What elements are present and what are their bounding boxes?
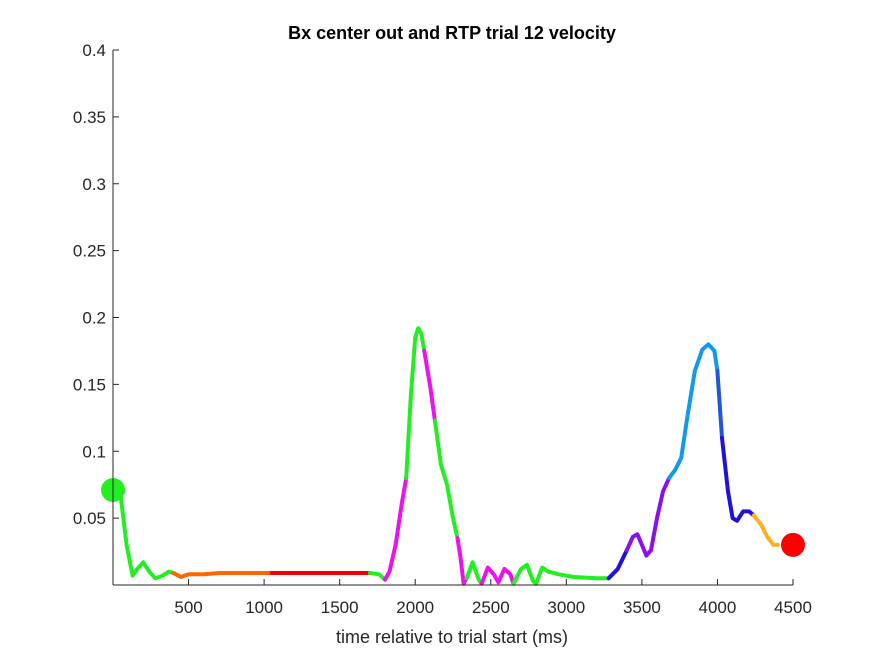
y-tick-label: 0.1 xyxy=(82,442,106,461)
x-axis-title: time relative to trial start (ms) xyxy=(336,627,568,647)
velocity-segment xyxy=(367,571,387,582)
end-marker xyxy=(781,532,805,557)
x-tick-label: 3000 xyxy=(547,598,585,617)
y-tick-label: 0.2 xyxy=(82,309,106,328)
velocity-segment xyxy=(455,536,469,586)
velocity-segment xyxy=(464,560,484,586)
x-tick-label: 4000 xyxy=(699,598,737,617)
y-tick-label: 0.35 xyxy=(73,108,106,127)
y-tick-label: 0.05 xyxy=(73,509,106,528)
x-tick-label: 2500 xyxy=(472,598,510,617)
velocity-segment xyxy=(667,342,720,480)
velocity-segment xyxy=(404,326,427,480)
velocity-segment xyxy=(171,571,274,579)
velocity-segment xyxy=(111,488,176,581)
velocity-segment xyxy=(624,476,672,558)
velocity-segment xyxy=(511,562,611,586)
y-tick-label: 0.25 xyxy=(73,242,106,261)
x-tick-label: 4500 xyxy=(774,598,812,617)
x-tick-label: 1500 xyxy=(321,598,359,617)
velocity-segment xyxy=(422,348,437,423)
x-tick-label: 3500 xyxy=(623,598,661,617)
y-tick-label: 0.15 xyxy=(73,375,106,394)
velocity-segment xyxy=(432,418,460,541)
y-tick-label: 0.4 xyxy=(82,41,106,60)
chart-title: Bx center out and RTP trial 12 velocity xyxy=(288,23,616,43)
velocity-segment xyxy=(751,513,780,547)
x-tick-label: 1000 xyxy=(245,598,283,617)
velocity-segment xyxy=(715,369,724,440)
velocity-segment xyxy=(479,565,516,586)
plot-area xyxy=(101,326,805,586)
velocity-segment xyxy=(383,476,409,582)
x-tick-label: 2000 xyxy=(396,598,434,617)
x-tick-label: 500 xyxy=(174,598,202,617)
velocity-segment xyxy=(720,435,756,523)
velocity-segment xyxy=(606,548,629,581)
y-tick-label: 0.3 xyxy=(82,175,106,194)
axes: 500 1000 1500 2000 2500 3000 3500 4000 4500 0.05 0… xyxy=(73,41,812,617)
